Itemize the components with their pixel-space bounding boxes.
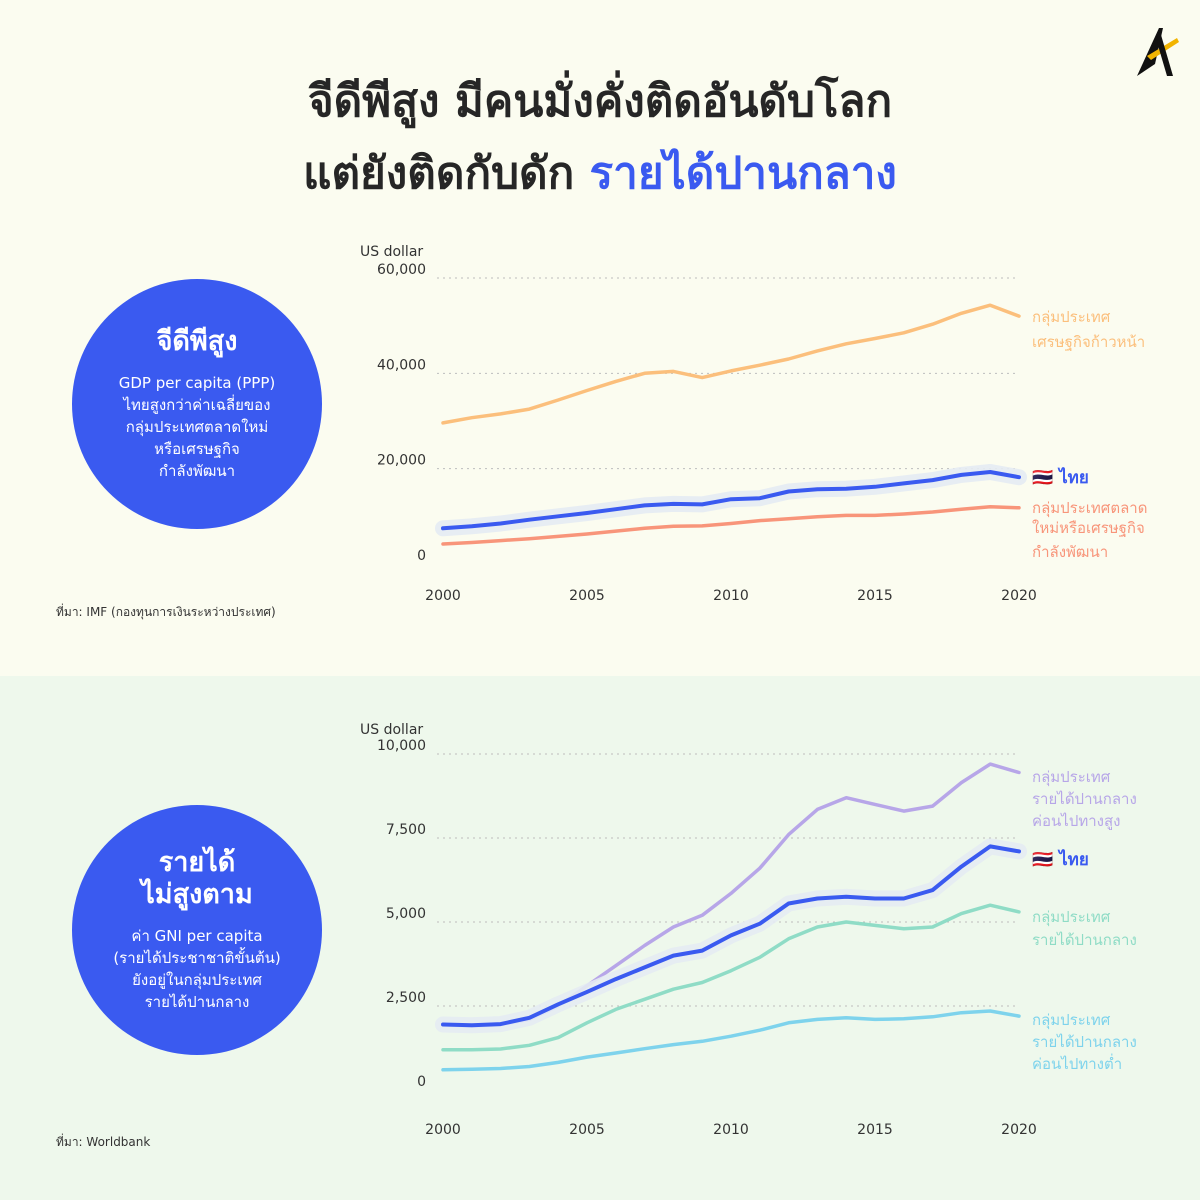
series-label: กลุ่มประเทศ [1032, 308, 1111, 327]
y-tick-label: 20,000 [377, 453, 426, 469]
series-line [441, 505, 1021, 546]
x-tick-label: 2000 [425, 1122, 461, 1138]
series-label: กลุ่มประเทศตลาด [1032, 499, 1147, 518]
x-tick-label: 2005 [569, 588, 605, 604]
x-tick-label: 2010 [713, 588, 749, 604]
brand-logo-icon [1137, 28, 1179, 76]
x-tick-label: 2015 [857, 1122, 893, 1138]
gni-circle-line: รายได้ปานกลาง [144, 993, 250, 1011]
gdp-circle-line: กำลังพัฒนา [158, 462, 236, 480]
series-label: 🇹🇭 ไทย [1032, 849, 1089, 870]
x-tick-label: 2015 [857, 588, 893, 604]
gdp-summary-circle: จีดีพีสูง GDP per capita (PPP) ไทยสูงกว่… [72, 279, 322, 529]
gdp-circle-body: GDP per capita (PPP) ไทยสูงกว่าค่าเฉลี่ย… [119, 372, 275, 482]
series-line [441, 903, 1021, 1052]
gni-source-note: ที่มา: Worldbank [56, 1135, 151, 1149]
x-tick-label: 2010 [713, 1122, 749, 1138]
y-tick-label: 10,000 [377, 738, 426, 754]
x-tick-label: 2020 [1001, 1122, 1037, 1138]
page-title-line-2: แต่ยังติดกับดัก รายได้ปานกลาง [0, 138, 1200, 208]
series-label: เศรษฐกิจก้าวหน้า [1032, 333, 1145, 351]
gni-circle-line: ยังอยู่ในกลุ่มประเทศ [132, 971, 262, 989]
series-label: 🇹🇭 ไทย [1032, 467, 1089, 488]
series-label: กลุ่มประเทศ [1032, 1011, 1111, 1030]
gni-line-chart: US dollar 0 2,500 5,000 7,500 10,000 2000 2005 2… [360, 722, 1137, 1138]
gdp-circle-line: กลุ่มประเทศตลาดใหม่ [125, 418, 269, 436]
page-title-line-1: จีดีพีสูง มีคนมั่งคั่งติดอันดับโลก [307, 76, 893, 127]
series-label: รายได้ปานกลาง [1032, 790, 1137, 808]
series-label: กลุ่มประเทศ [1032, 768, 1111, 787]
gni-circle-line: ค่า GNI per capita [131, 927, 263, 945]
gdp-source-note: ที่มา: IMF (กองทุนการเงินระหว่างประเทศ) [56, 605, 276, 619]
x-tick-label: 2000 [425, 588, 461, 604]
series-line [441, 470, 1021, 531]
gdp-circle-heading: จีดีพีสูง [156, 326, 238, 357]
series-label: ใหม่หรือเศรษฐกิจ [1032, 519, 1145, 537]
series-line [441, 844, 1021, 1028]
y-tick-label: 0 [417, 1074, 426, 1090]
series-line [441, 1009, 1021, 1072]
gdp-circle-line: ไทยสูงกว่าค่าเฉลี่ยของ [123, 396, 271, 414]
y-tick-label: 7,500 [386, 822, 426, 838]
y-tick-label: 0 [417, 548, 426, 564]
gni-circle-line: (รายได้ประชาชาติขั้นต้น) [113, 949, 281, 967]
y-axis-unit-label: US dollar [360, 244, 423, 260]
y-tick-label: 40,000 [377, 357, 426, 373]
gni-summary-circle: รายได้ ไม่สูงตาม ค่า GNI per capita (ราย… [72, 805, 322, 1055]
series-label: รายได้ปานกลาง [1032, 1033, 1137, 1051]
title-highlight: รายได้ปานกลาง [589, 148, 897, 199]
x-tick-label: 2005 [569, 1122, 605, 1138]
gni-circle-body: ค่า GNI per capita (รายได้ประชาชาติขั้นต… [113, 925, 280, 1013]
series-label: กำลังพัฒนา [1032, 543, 1108, 561]
gdp-circle-line: GDP per capita (PPP) [118, 374, 276, 392]
gni-heading-line: รายได้ [158, 847, 236, 878]
series-label: ค่อนไปทางสูง [1032, 812, 1120, 830]
title-prefix: แต่ยังติดกับดัก [303, 148, 590, 199]
y-axis-unit-label: US dollar [360, 722, 423, 738]
y-tick-label: 60,000 [377, 262, 426, 278]
series-label: รายได้ปานกลาง [1032, 931, 1137, 949]
series-label: กลุ่มประเทศ [1032, 908, 1111, 927]
y-tick-label: 2,500 [386, 990, 426, 1006]
gdp-circle-line: หรือเศรษฐกิจ [154, 440, 240, 458]
gni-circle-heading: รายได้ ไม่สูงตาม [141, 847, 253, 911]
x-tick-label: 2020 [1001, 588, 1037, 604]
series-label: ค่อนไปทางต่ำ [1032, 1053, 1122, 1073]
gni-heading-line: ไม่สูงตาม [141, 879, 253, 910]
series-line [441, 303, 1021, 425]
gdp-line-chart: US dollar 0 20,000 40,000 60,000 2000 2005 2010… [360, 244, 1147, 604]
y-tick-label: 5,000 [386, 906, 426, 922]
